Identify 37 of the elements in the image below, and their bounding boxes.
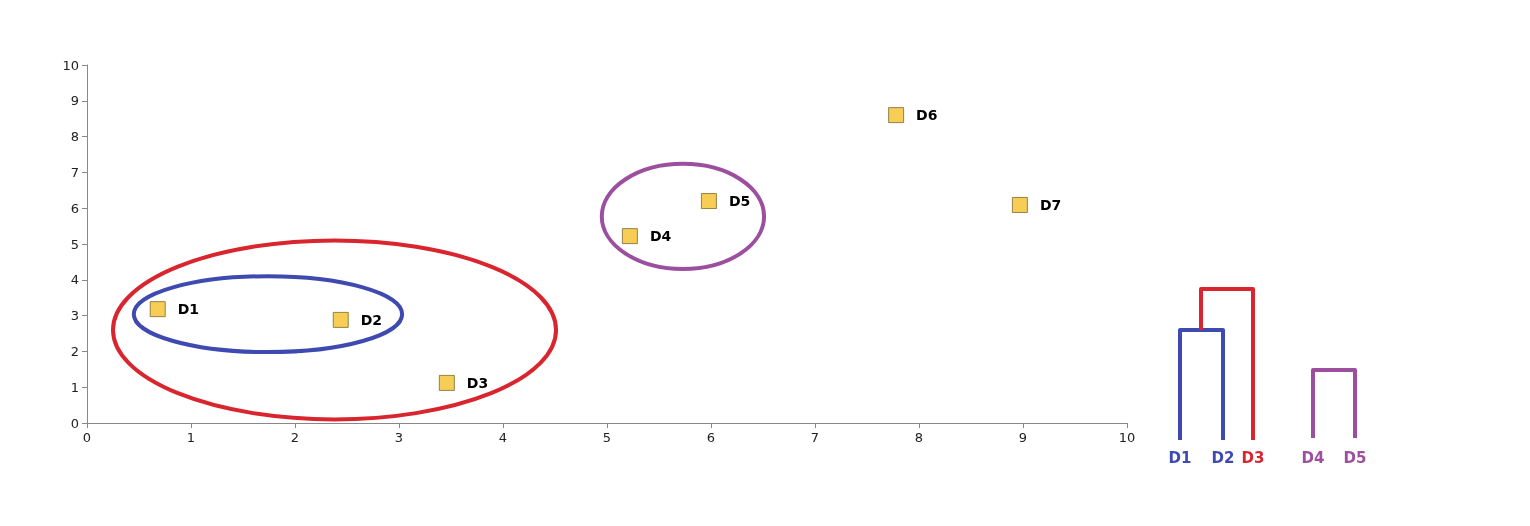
x-tick-label: 3: [394, 430, 404, 445]
point: [332, 311, 349, 328]
annotation: D3: [466, 374, 489, 391]
x-tick-label: 6: [706, 430, 716, 445]
y-tick-label: 10: [62, 57, 79, 73]
x-tick-label: 1: [186, 430, 196, 445]
x-tick-label: 10: [1118, 430, 1136, 445]
annotation: D5: [728, 193, 751, 210]
y-tick-label: 3: [70, 308, 79, 324]
x-tick-label: 0: [82, 430, 92, 445]
y-tick-label: 2: [70, 343, 79, 359]
y-tick-label: 7: [70, 164, 79, 180]
x-tick-label: 4: [498, 430, 508, 445]
point: [1011, 196, 1028, 213]
point: [700, 193, 717, 210]
x-tick-label: 2: [290, 430, 300, 445]
y-tick-label: 9: [70, 93, 79, 109]
y-tick-label: 4: [70, 272, 79, 288]
x-tick-label: 9: [1018, 430, 1028, 445]
point: [621, 228, 638, 245]
y-tick-label: 0: [70, 415, 79, 431]
y-tick-label: 6: [70, 200, 79, 216]
annotation: D2: [360, 311, 383, 328]
y-tick-label: 1: [70, 379, 79, 395]
annotation: D6: [916, 107, 938, 124]
x-tick-label: 7: [810, 430, 820, 445]
point: [438, 374, 455, 391]
x-tick-label: 5: [602, 430, 612, 445]
point: [888, 107, 905, 124]
annotation: D4: [649, 228, 672, 245]
annotation: D7: [1039, 196, 1062, 213]
x-tick-label: 8: [914, 430, 924, 445]
y-tick-label: 5: [70, 236, 79, 252]
point: [149, 301, 166, 318]
annotation: D1: [177, 301, 200, 318]
y-tick-label: 8: [70, 129, 79, 145]
dendrogram: D1 D2 D3 D4 D5: [1168, 287, 1367, 467]
